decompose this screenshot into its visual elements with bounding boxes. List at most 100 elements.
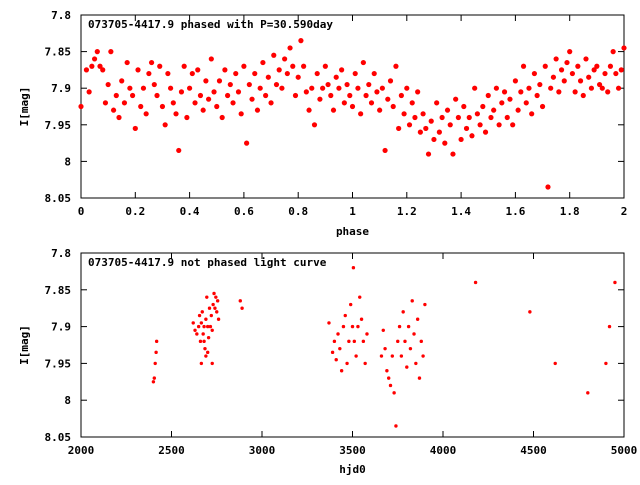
data-point <box>341 100 347 106</box>
data-point <box>345 361 349 366</box>
data-point <box>193 328 197 332</box>
data-point <box>588 85 595 91</box>
data-point <box>246 81 252 88</box>
data-point <box>537 81 543 88</box>
data-point <box>420 111 426 117</box>
data-point <box>154 339 159 344</box>
chart-1: 0 0.2 0.4 0.6 0.8 1 1.2 1.4 1.6 1.8 2 7.8 7.85 7.9 7.9… <box>18 9 627 238</box>
data-point <box>219 114 225 121</box>
data-point <box>83 67 90 73</box>
data-point <box>387 376 391 380</box>
data-point <box>605 89 611 95</box>
x-tick-label: 1.6 <box>505 205 525 218</box>
data-point <box>512 78 519 84</box>
data-point <box>178 89 185 95</box>
x-tick-label: 2 <box>621 205 628 218</box>
data-point <box>482 129 489 135</box>
y-tick-label: 8 <box>64 155 71 168</box>
data-point <box>124 59 130 66</box>
data-point <box>206 324 210 329</box>
data-point <box>499 100 505 106</box>
y-tick-label: 7.8 <box>51 9 71 22</box>
data-point <box>200 107 206 113</box>
data-point <box>181 63 187 69</box>
data-point <box>97 63 103 69</box>
data-point <box>127 85 133 91</box>
data-point <box>371 70 377 77</box>
data-point <box>176 147 182 154</box>
y-tick-label: 7.95 <box>45 119 72 132</box>
data-point <box>222 67 228 73</box>
data-point <box>336 85 342 91</box>
data-point <box>477 122 483 128</box>
data-point <box>268 100 274 106</box>
data-point <box>203 346 207 351</box>
data-point <box>215 310 219 314</box>
data-point <box>105 81 111 88</box>
data-point <box>382 147 388 154</box>
data-point <box>390 103 396 110</box>
data-point <box>412 114 418 121</box>
data-point <box>504 114 510 121</box>
data-point <box>463 125 470 132</box>
data-point <box>173 111 179 117</box>
data-point <box>206 96 212 102</box>
data-point <box>542 63 548 69</box>
data-point <box>282 56 288 62</box>
data-point <box>567 49 573 55</box>
data-point <box>215 299 220 303</box>
data-point <box>410 299 414 303</box>
data-point <box>129 92 136 99</box>
data-point <box>466 114 472 121</box>
data-point <box>287 45 293 51</box>
data-point <box>339 369 344 373</box>
data-point <box>233 70 239 77</box>
data-point <box>138 103 144 110</box>
data-point <box>531 70 538 77</box>
data-point <box>361 339 366 344</box>
data-point <box>327 321 331 325</box>
x-tick-label: 1.2 <box>397 205 417 218</box>
x-tick-label: 5000 <box>611 444 638 457</box>
data-point <box>199 321 204 325</box>
data-point <box>347 92 353 99</box>
data-point <box>320 85 326 91</box>
data-point <box>89 63 95 69</box>
data-point <box>510 122 516 128</box>
data-point <box>564 59 570 66</box>
data-point <box>607 324 612 329</box>
data-point <box>583 56 589 62</box>
data-point <box>352 339 357 344</box>
data-point <box>311 122 318 128</box>
data-point <box>377 107 383 113</box>
data-point <box>526 85 532 91</box>
data-point <box>596 81 603 88</box>
data-point <box>398 92 404 99</box>
data-point <box>116 114 122 121</box>
data-point <box>206 335 211 340</box>
data-point <box>388 383 393 388</box>
data-point <box>336 332 340 336</box>
data-point <box>577 78 584 84</box>
data-point <box>436 129 442 135</box>
data-point <box>431 136 437 143</box>
data-point <box>192 100 198 106</box>
data-point <box>213 306 217 310</box>
data-point <box>257 85 263 91</box>
data-point <box>187 85 193 91</box>
data-point <box>252 70 258 77</box>
data-point <box>569 70 576 77</box>
x-tick-label: 0 <box>78 205 85 218</box>
x-tick-label: 0.6 <box>234 205 254 218</box>
data-point <box>314 70 320 77</box>
data-point <box>548 85 554 91</box>
data-point <box>135 67 141 73</box>
data-point <box>212 291 216 296</box>
data-point <box>421 354 425 358</box>
data-point <box>260 59 266 66</box>
data-point <box>143 111 149 117</box>
data-point <box>167 85 174 91</box>
data-point <box>254 107 261 113</box>
data-point <box>385 96 391 102</box>
data-point <box>515 107 521 113</box>
